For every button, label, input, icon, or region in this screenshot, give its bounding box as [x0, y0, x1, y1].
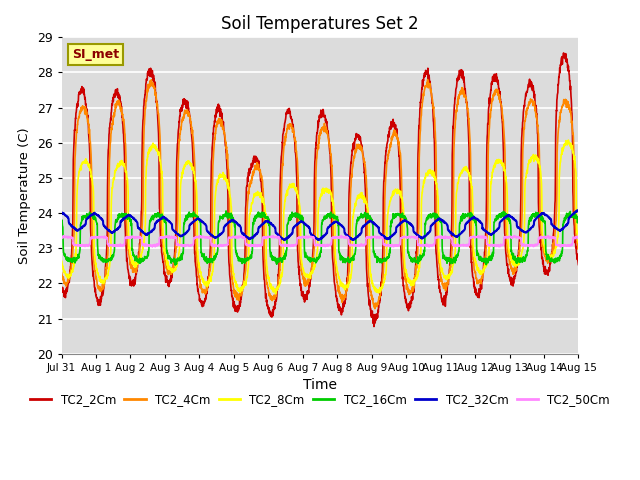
Text: SI_met: SI_met	[72, 48, 119, 61]
X-axis label: Time: Time	[303, 378, 337, 392]
Legend: TC2_2Cm, TC2_4Cm, TC2_8Cm, TC2_16Cm, TC2_32Cm, TC2_50Cm: TC2_2Cm, TC2_4Cm, TC2_8Cm, TC2_16Cm, TC2…	[26, 389, 614, 411]
Y-axis label: Soil Temperature (C): Soil Temperature (C)	[18, 127, 31, 264]
Title: Soil Temperatures Set 2: Soil Temperatures Set 2	[221, 15, 419, 33]
